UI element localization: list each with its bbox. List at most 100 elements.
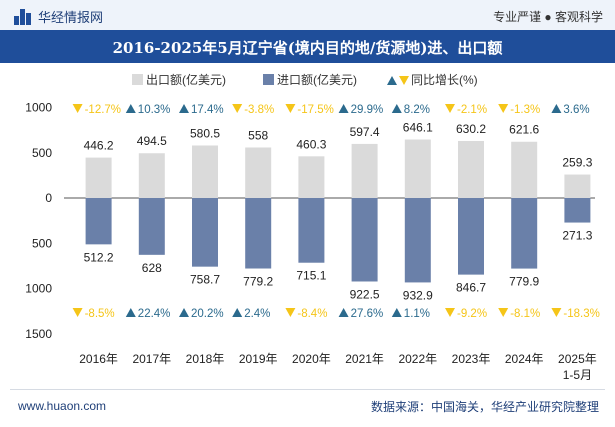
export-bar	[511, 141, 538, 198]
x-tick-label: 2017年	[132, 352, 171, 366]
import-growth-triangle	[338, 308, 349, 317]
x-tick-label: 2025年	[558, 352, 597, 366]
x-tick-label: 2016年	[79, 352, 118, 366]
y-tick-label: 500	[32, 236, 52, 250]
export-growth-label: -2.1%	[457, 104, 487, 116]
import-growth-label: -8.4%	[297, 308, 327, 320]
export-growth-triangle	[125, 104, 136, 113]
import-value-label: 715.1	[296, 269, 326, 283]
legend-export-swatch	[132, 74, 143, 85]
tagline: 专业严谨 ● 客观科学	[493, 10, 603, 24]
import-growth-triangle	[391, 308, 402, 317]
import-bar	[138, 198, 165, 255]
import-bar	[458, 198, 484, 275]
y-tick-label: 0	[45, 191, 52, 205]
brand-name: 华经情报网	[38, 10, 104, 25]
import-value-label: 512.2	[84, 250, 114, 264]
top-bar: 华经情报网 专业严谨 ● 客观科学	[0, 0, 615, 30]
export-growth-triangle	[232, 104, 243, 113]
export-value-label: 558	[248, 129, 268, 143]
import-growth-label: -9.2%	[457, 308, 487, 320]
legend-import-label: 进口额(亿美元)	[277, 72, 357, 87]
x-tick-label: 2021年	[345, 352, 384, 366]
export-value-label: 460.3	[296, 137, 326, 151]
export-bar	[138, 153, 165, 198]
import-value-label: 779.9	[509, 275, 539, 289]
export-bar	[192, 145, 218, 198]
legend-growth-label: 同比增长(%)	[411, 73, 478, 87]
x-tick-label: 2020年	[292, 352, 331, 366]
import-growth-triangle	[498, 308, 509, 317]
export-growth-label: 3.6%	[563, 104, 589, 116]
import-growth-triangle	[125, 308, 136, 317]
export-bar	[351, 143, 378, 198]
legend-export-label: 出口额(亿美元)	[146, 72, 226, 87]
export-growth-label: -17.5%	[297, 104, 333, 116]
import-value-label: 846.7	[456, 281, 486, 295]
legend-up-triangle	[387, 76, 397, 85]
footer-divider	[10, 389, 605, 390]
x-tick-label: 2023年	[452, 352, 491, 366]
export-growth-triangle	[391, 104, 402, 113]
x-axis: 2016年 2017年 2018年 2019年 2020年 2021年 2022年 2023年…	[79, 352, 597, 382]
import-growth-triangle	[551, 308, 562, 317]
import-bar	[298, 198, 325, 263]
y-tick-label: 500	[32, 146, 52, 160]
export-growth-label: -3.8%	[244, 104, 274, 116]
x-tick-label: 2018年	[186, 352, 225, 366]
export-bar	[85, 157, 112, 198]
y-tick-label: 1500	[25, 327, 52, 341]
export-growth-triangle	[179, 104, 189, 113]
export-value-label: 597.4	[350, 125, 380, 139]
export-growth-triangle	[551, 104, 562, 113]
import-value-label: 628	[142, 261, 162, 275]
import-bar	[511, 198, 538, 269]
title-bar: 2016-2025年5月辽宁省(境内目的地/货源地)进、出口额	[0, 30, 615, 63]
import-growth-triangle	[179, 308, 189, 317]
import-growth-triangle	[285, 308, 296, 317]
data-labels: 446.2 494.5 580.5 558 460.3 597.4 646.1 630.2 62…	[84, 121, 593, 303]
y-tick-label: 1000	[25, 282, 52, 296]
chart-title: 2016-2025年5月辽宁省(境内目的地/货源地)进、出口额	[112, 39, 503, 57]
bars	[85, 139, 591, 283]
x-tick-label: 2022年	[398, 352, 437, 366]
bar-chart-icon	[14, 8, 32, 25]
import-bar	[192, 198, 218, 267]
import-bar	[564, 198, 591, 223]
x-tick-label: 2024年	[505, 352, 544, 366]
import-growth-label: -18.3%	[563, 308, 599, 320]
export-growth-label: -1.3%	[510, 104, 540, 116]
export-bar	[458, 140, 484, 198]
import-value-label: 758.7	[190, 273, 220, 287]
import-value-label: 922.5	[350, 287, 380, 301]
import-growth-triangle	[72, 308, 83, 317]
export-value-label: 259.3	[562, 156, 592, 170]
export-growth-triangle	[72, 104, 83, 113]
footer-website[interactable]: www.huaon.com	[18, 399, 107, 413]
x-tick-label: 2019年	[239, 352, 278, 366]
brand-logo[interactable]: 华经情报网	[14, 7, 103, 26]
export-value-label: 494.5	[137, 134, 167, 148]
export-growth-label: 17.4%	[191, 104, 224, 116]
export-growth-label: 10.3%	[138, 104, 171, 116]
export-value-label: 580.5	[190, 126, 220, 140]
export-bar	[298, 156, 325, 198]
x-tick-label: 1-5月	[563, 368, 592, 382]
trade-chart: 出口额(亿美元) 进口额(亿美元) 同比增长(%) 1000 500 0 500 1000 1…	[25, 72, 600, 382]
import-growth-label: 27.6%	[351, 308, 384, 320]
y-tick-label: 1000	[25, 101, 52, 115]
export-value-label: 446.2	[84, 139, 114, 153]
export-value-label: 630.2	[456, 122, 486, 136]
export-growth-triangle	[338, 104, 349, 113]
export-value-label: 646.1	[403, 121, 433, 135]
import-value-label: 779.2	[243, 275, 273, 289]
import-bar	[85, 198, 112, 245]
import-growth-label: 22.4%	[138, 308, 171, 320]
export-growth-label: 8.2%	[404, 104, 430, 116]
export-growth-triangle	[285, 104, 296, 113]
export-growth-label: 29.9%	[351, 104, 384, 116]
import-growth-label: 2.4%	[244, 308, 270, 320]
import-growth-label: 1.1%	[404, 308, 430, 320]
export-growth-label: -12.7%	[85, 104, 121, 116]
import-bar	[404, 198, 431, 283]
